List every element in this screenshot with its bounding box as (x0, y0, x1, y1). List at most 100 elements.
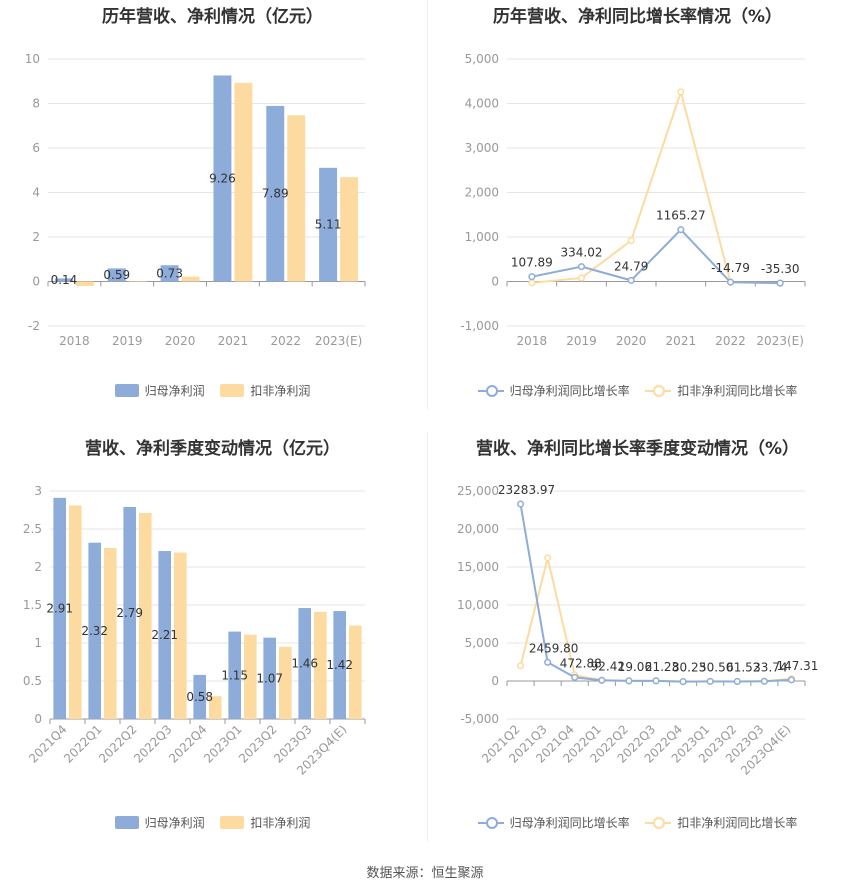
y-tick-label: 5,000 (465, 636, 499, 650)
panel-annual-growth: 历年营收、净利同比增长率情况（%） -1,000 0 1,000 2,000 3,000… (425, 0, 850, 420)
bar-deducted-net-profit (181, 276, 200, 282)
data-label: 2.79 (116, 606, 143, 620)
legend-item-deducted-net-profit[interactable]: 扣非净利润 (220, 814, 310, 831)
chart-annual-profit: -2 0 2 4 6 8 10 2018 2019 2020 2021 2022 2023(E) 0.14… (25, 52, 366, 348)
bar-parent-net-profit (107, 268, 126, 282)
chart-quarterly-profit: 00.511.522.532021Q42022Q12022Q22022Q3202… (23, 484, 366, 778)
legend-label: 归母净利润同比增长率 (509, 816, 630, 830)
legend-label: 归母净利润 (144, 384, 205, 398)
y-tick-label: 0.5 (23, 674, 42, 688)
bar-deducted-net-profit (244, 634, 257, 719)
bar-deducted-net-profit (279, 646, 292, 719)
x-tick-label: 2019 (566, 334, 597, 348)
data-label: 1.07 (256, 671, 283, 685)
bar-parent-net-profit (193, 674, 206, 719)
bar-parent-net-profit (228, 631, 241, 719)
bar-deducted-net-profit (209, 696, 222, 719)
y-tick-label: 4 (32, 186, 40, 200)
point-parent-growth (677, 226, 685, 234)
legend-item-parent-growth[interactable]: 归母净利润同比增长率 (477, 814, 630, 831)
bar-deducted-net-profit (69, 505, 82, 719)
legend-item-deducted-net-profit[interactable]: 扣非净利润 (220, 382, 310, 399)
point-parent-growth (726, 278, 735, 286)
data-label: 472.88 (560, 656, 602, 670)
legend-swatch (114, 384, 139, 397)
y-tick-label: 0 (491, 674, 499, 688)
line-parent-growth (531, 228, 781, 285)
point-deducted-growth (627, 237, 635, 245)
y-tick-label: 4,000 (465, 97, 499, 111)
legend-swatch (645, 384, 672, 397)
legend-label: 扣非净利润同比增长率 (677, 384, 798, 398)
data-label: 2.32 (81, 624, 108, 638)
chart-annual-growth: -1,000 0 1,000 2,000 3,000 4,000 5,000 2018 2019… (460, 52, 806, 348)
data-label: 0.58 (186, 690, 213, 704)
x-tick-label: 2022 (270, 334, 301, 348)
data-label: 19.06 (618, 660, 652, 674)
data-label: 1.42 (326, 658, 353, 672)
legend: 归母净利润同比增长率 扣非净利润同比增长率 (425, 382, 850, 400)
y-tick-label: 5,000 (465, 52, 499, 66)
legend-swatch (220, 384, 245, 397)
bar-parent-net-profit (158, 551, 171, 719)
data-label: 23283.97 (498, 483, 555, 497)
x-tick-label: 2023(E) (315, 334, 362, 348)
y-tick-label: 0 (491, 275, 499, 289)
data-label: 61.52 (726, 660, 760, 674)
point-deducted-growth (677, 88, 685, 96)
chart-quarterly-growth: -5,00005,00010,00015,00020,00025,0002021… (457, 483, 818, 778)
chart-title: 历年营收、净利同比增长率情况（%） (492, 7, 783, 27)
data-label: 80.23 (672, 661, 706, 675)
chart-title: 营收、净利季度变动情况（亿元） (85, 439, 340, 459)
divider (427, 0, 428, 410)
bar-parent-net-profit (123, 506, 136, 719)
legend-label: 归母净利润 (144, 816, 205, 830)
bar-parent-net-profit (298, 608, 311, 719)
legend-item-deducted-growth[interactable]: 扣非净利润同比增长率 (645, 814, 797, 831)
point-parent-growth (516, 500, 525, 508)
y-tick-label: 20,000 (457, 522, 499, 536)
point-parent-growth (571, 673, 579, 681)
y-tick-label: 2 (34, 560, 42, 574)
point-parent-growth (706, 677, 714, 685)
legend-item-parent-net-profit[interactable]: 归母净利润 (114, 814, 205, 831)
legend-item-deducted-growth[interactable]: 扣非净利润同比增长率 (645, 382, 797, 399)
legend-item-parent-net-profit[interactable]: 归母净利润 (114, 382, 205, 399)
bar-deducted-net-profit (139, 513, 152, 719)
y-tick-label: -2 (28, 319, 40, 333)
panel-annual-profit: 历年营收、净利情况（亿元） -2 0 2 4 6 8 10 2018 2019 2020 2021 2… (0, 0, 425, 420)
x-tick-label: 2018 (59, 334, 90, 348)
data-label: 9.26 (209, 171, 236, 185)
data-label: -14.79 (711, 261, 750, 275)
panel-quarterly-growth: 营收、净利同比增长率季度变动情况（%） -5,000 0 5,000 10,000 15… (425, 432, 850, 852)
bar-parent-net-profit (263, 637, 276, 719)
y-tick-label: 3 (34, 484, 42, 498)
x-tick-label: 2021 (666, 334, 697, 348)
bar-parent-net-profit (53, 497, 66, 719)
bar-parent-net-profit (213, 75, 232, 282)
legend-swatch (477, 384, 504, 397)
point-parent-growth (598, 676, 606, 684)
point-parent-growth (760, 677, 768, 685)
y-tick-label: 1,000 (465, 230, 499, 244)
y-tick-label: 3,000 (465, 141, 499, 155)
legend: 归母净利润 扣非净利润 (0, 382, 425, 400)
point-parent-growth (787, 676, 796, 684)
x-tick-label: 2018 (517, 334, 548, 348)
point-parent-growth (627, 276, 635, 284)
bar-parent-net-profit (160, 265, 179, 282)
bar-deducted-net-profit (128, 281, 147, 282)
legend-item-parent-growth[interactable]: 归母净利润同比增长率 (477, 382, 630, 399)
bar-parent-net-profit (333, 611, 346, 719)
bar-deducted-net-profit (75, 281, 94, 286)
point-deducted-growth (528, 279, 536, 287)
data-label: 0.59 (103, 268, 130, 282)
y-tick-label: 1 (34, 636, 42, 650)
legend: 归母净利润同比增长率 扣非净利润同比增长率 (425, 814, 850, 832)
legend-label: 扣非净利润 (250, 816, 311, 830)
x-tick-label: 2023(E) (756, 334, 803, 348)
data-label: 1.15 (221, 668, 248, 682)
y-tick-label: 25,000 (457, 484, 499, 498)
y-tick-label: 2 (32, 230, 40, 244)
data-label: 5.11 (315, 218, 342, 232)
